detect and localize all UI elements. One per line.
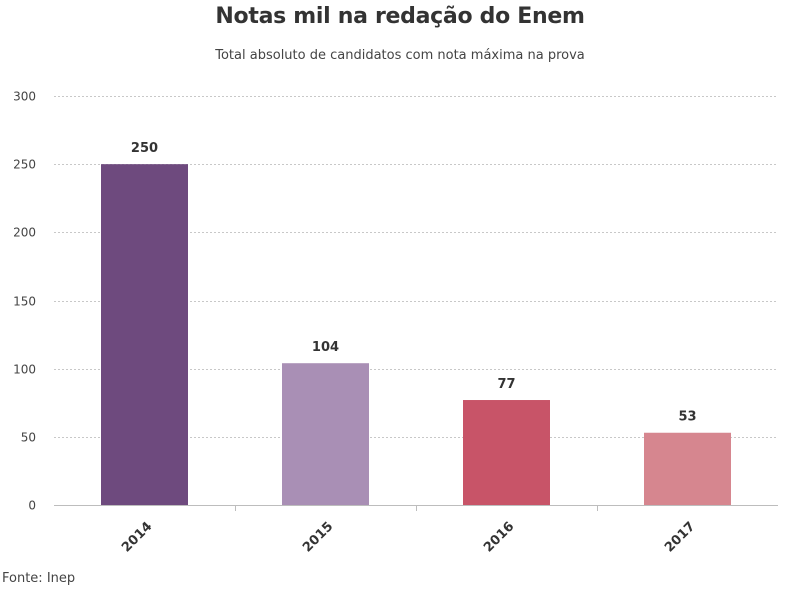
y-tick-label: 100: [13, 363, 36, 377]
bars: [101, 164, 731, 505]
data-label-2015: 104: [312, 340, 339, 355]
bar-2016: [463, 400, 550, 505]
data-label-2016: 77: [497, 377, 515, 392]
y-tick-label: 200: [13, 226, 36, 240]
bar-2017: [644, 432, 731, 505]
bar-2014: [101, 164, 188, 505]
y-tick-label: 300: [13, 90, 36, 104]
source-note: Fonte: Inep: [2, 571, 76, 586]
chart-title: Notas mil na redação do Enem: [215, 4, 585, 29]
x-tick-label-2014: 2014: [119, 519, 155, 555]
data-labels: 250 104 77 53: [131, 141, 697, 425]
data-label-2014: 250: [131, 141, 158, 156]
data-label-2017: 53: [678, 410, 696, 425]
bar-2015: [282, 363, 369, 505]
y-tick-label: 150: [13, 295, 36, 309]
x-tick-label-2015: 2015: [300, 519, 336, 555]
x-tick-label-2017: 2017: [662, 519, 698, 555]
y-tick-label: 250: [13, 158, 36, 172]
y-tick-label: 50: [21, 431, 36, 445]
chart-subtitle: Total absoluto de candidatos com nota má…: [215, 48, 585, 63]
y-tick-label: 0: [28, 499, 36, 513]
x-tick-label-2016: 2016: [481, 519, 517, 555]
